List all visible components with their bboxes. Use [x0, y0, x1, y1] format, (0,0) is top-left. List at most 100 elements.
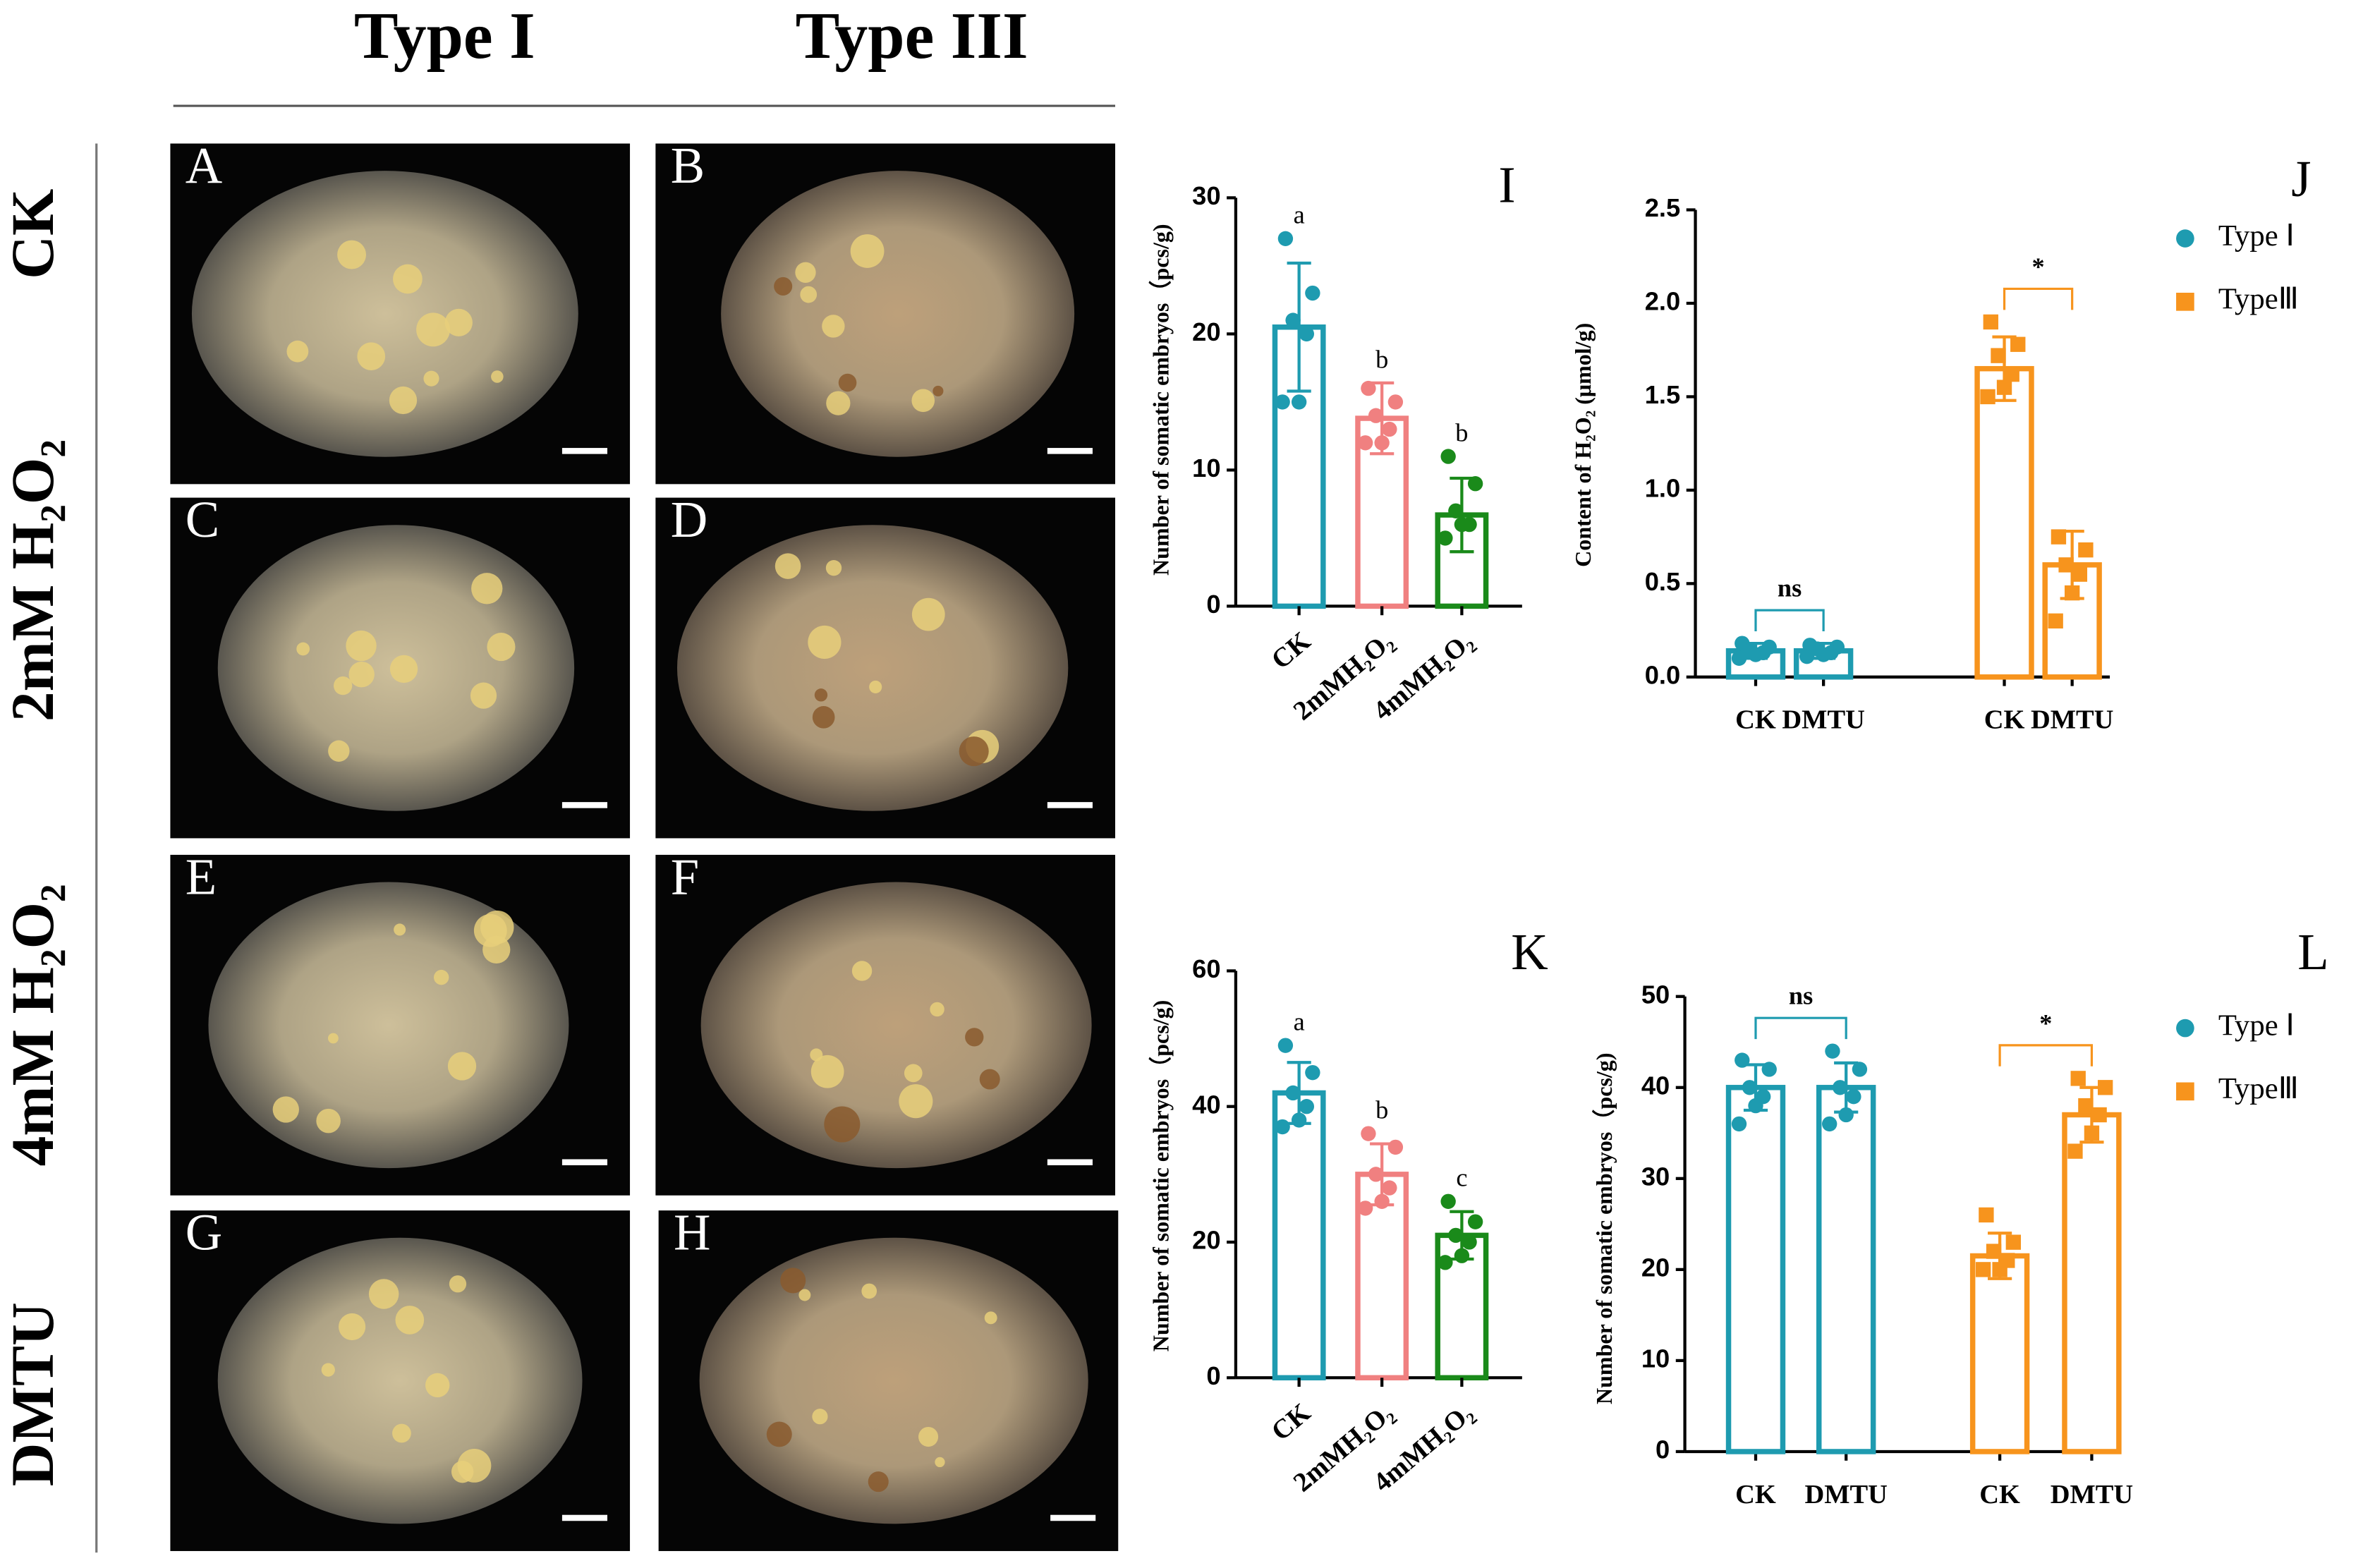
y-tick-label: 1.5: [1645, 380, 1680, 409]
embryo: [810, 1055, 844, 1088]
data-point: [1986, 1244, 2002, 1259]
legend-label: TypeⅢ: [2218, 283, 2299, 316]
x-tick-label: DMTU: [1782, 705, 1864, 735]
embryo: [286, 340, 309, 363]
data-point: [1357, 435, 1373, 451]
bar: [1974, 365, 2034, 680]
y-axis-label: Number of somatic embryos（pcs/g): [1148, 1000, 1174, 1352]
callus: [217, 1237, 583, 1524]
bar: [2062, 1112, 2122, 1454]
embryo: [447, 1052, 477, 1081]
embryo: [904, 1064, 923, 1083]
data-point: [1825, 1043, 1840, 1059]
embryo: [346, 630, 377, 662]
data-point: [1975, 1262, 1991, 1277]
y-tick-label: 0: [1206, 1361, 1220, 1390]
embryo: [822, 315, 845, 338]
y-tick-label: 30: [1192, 181, 1220, 210]
data-point: [1731, 1116, 1747, 1132]
embryo: [850, 234, 885, 268]
data-point: [1748, 1098, 1763, 1114]
data-point: [1368, 408, 1384, 423]
embryo: [348, 661, 375, 688]
y-tick-label: 0: [1656, 1435, 1670, 1464]
data-point: [1991, 348, 2006, 363]
data-point: [1382, 1180, 1397, 1196]
data-point: [1291, 1112, 1307, 1128]
data-point: [1438, 1255, 1453, 1270]
legend-label: Type Ⅰ: [2218, 219, 2295, 253]
y-tick-label: 60: [1192, 954, 1220, 983]
data-point: [1275, 394, 1290, 410]
data-point: [1454, 1248, 1470, 1263]
data-point: [1368, 1167, 1384, 1182]
data-point: [1448, 1227, 1464, 1244]
scale-bar: [1050, 1514, 1096, 1521]
embryo: [774, 553, 801, 579]
embryo: [780, 1268, 806, 1294]
significance-label: *: [2039, 1009, 2052, 1037]
embryo: [296, 642, 310, 656]
data-point: [2072, 566, 2088, 582]
significance-bracket: [1754, 1016, 1847, 1040]
data-point: [1852, 1062, 1868, 1077]
embryo: [826, 391, 851, 415]
embryo: [774, 276, 793, 296]
bar: [1969, 1253, 2030, 1454]
significance-letter: b: [1375, 345, 1388, 373]
data-point: [2078, 1098, 2094, 1114]
significance-letter: c: [1456, 1164, 1467, 1192]
embryo: [316, 1108, 341, 1134]
data-point: [2048, 613, 2063, 629]
y-axis-label: Number of somatic embryos（pcs/g): [1148, 224, 1174, 576]
embryo: [824, 1106, 861, 1143]
row-label: 2mM H₂O₂: [0, 439, 66, 722]
data-point: [2070, 1071, 2086, 1086]
y-tick-label: 10: [1641, 1344, 1670, 1373]
significance-bracket: [2003, 287, 2074, 310]
data-point: [1361, 380, 1376, 396]
embryo: [795, 262, 816, 283]
y-tick-label: 30: [1641, 1162, 1670, 1191]
data-point: [2097, 1080, 2113, 1095]
embryo: [965, 1028, 984, 1047]
x-tick-label: DMTU: [2051, 1480, 2133, 1509]
row-label: CK: [0, 189, 66, 279]
embryo: [798, 1289, 811, 1301]
embryo: [395, 1306, 425, 1335]
scale-bar: [1047, 1159, 1093, 1166]
embryo: [457, 1448, 492, 1483]
data-point: [2051, 529, 2067, 545]
data-point: [1735, 1052, 1750, 1068]
data-point: [2064, 585, 2080, 601]
embryo: [328, 740, 350, 762]
embryo: [357, 342, 386, 370]
data-point: [2005, 1234, 2022, 1250]
embryo: [838, 373, 857, 392]
bar: [1816, 1085, 1876, 1454]
embryo: [861, 1283, 877, 1299]
embryo: [272, 1096, 299, 1123]
embryo: [868, 1471, 889, 1493]
embryo: [487, 633, 516, 662]
embryo: [389, 655, 418, 683]
data-point: [1979, 1207, 1994, 1223]
callus: [699, 1237, 1088, 1524]
scale-bar: [1047, 802, 1093, 808]
bar: [1272, 1090, 1326, 1381]
data-point: [1275, 1119, 1290, 1135]
embryo: [911, 389, 935, 413]
embryo: [394, 923, 406, 936]
data-point: [1291, 394, 1307, 410]
data-point: [1996, 379, 2012, 395]
legend-marker: [2176, 1019, 2194, 1038]
embryo: [918, 1426, 939, 1447]
data-point: [1357, 1201, 1373, 1216]
data-point: [1983, 314, 1998, 330]
data-point: [1440, 449, 1456, 464]
significance-bracket: [1754, 609, 1825, 632]
panel-label: H: [674, 1204, 710, 1261]
callus: [208, 882, 569, 1169]
data-point: [1467, 476, 1483, 492]
panel-letter: J: [2291, 150, 2311, 207]
